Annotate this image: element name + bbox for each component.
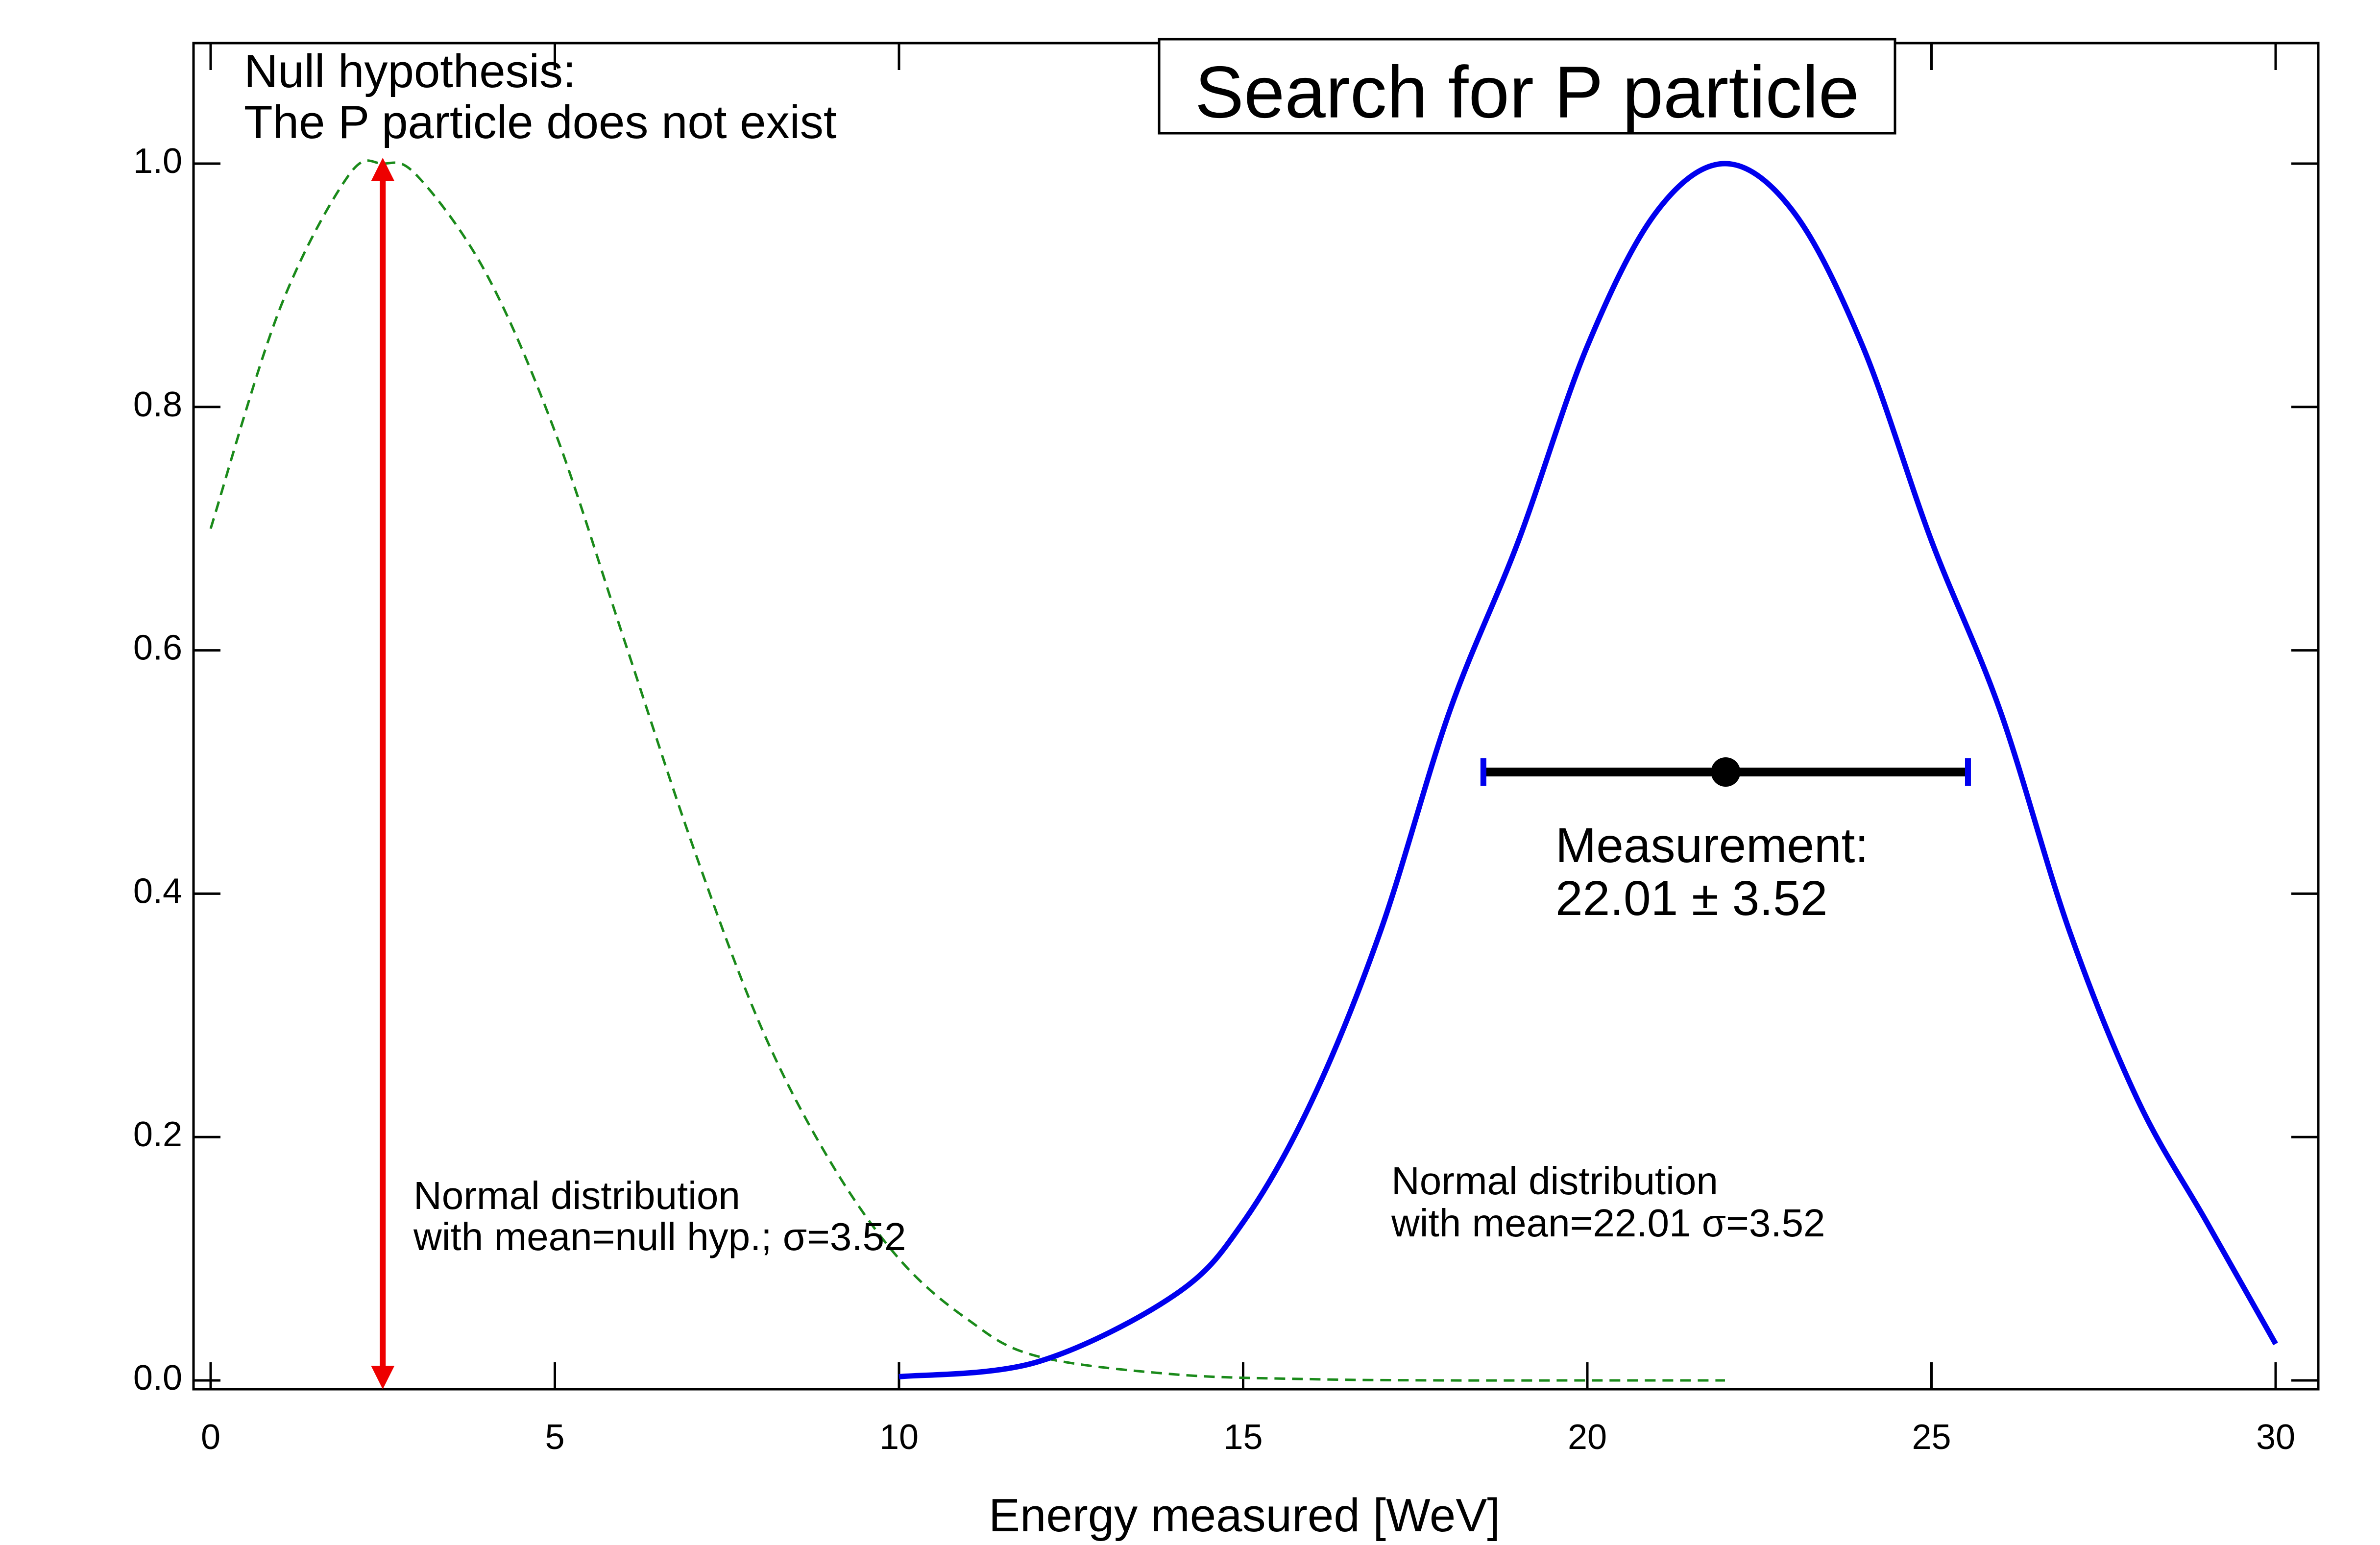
y-tick-label: 0.8 [133, 385, 182, 424]
title-box [1158, 38, 1896, 135]
measurement-distribution-curve [899, 161, 2278, 1379]
x-tick-label: 15 [1223, 1418, 1263, 1457]
x-tick-label: 0 [201, 1418, 220, 1457]
measurement-label-line1: Measurement: [1555, 818, 1869, 873]
measurement-point [1711, 757, 1741, 787]
x-tick-label: 20 [1568, 1418, 1607, 1457]
x-tick-label: 30 [2256, 1418, 2295, 1457]
measurement-label-line2: 22.01 ± 3.52 [1555, 871, 1827, 926]
null-hypothesis-label-line1: Null hypothesis: [244, 45, 576, 97]
null-distribution-curve [209, 159, 1725, 1382]
null-distribution-label-line1: Normal distribution [413, 1174, 740, 1217]
series-layer [209, 159, 2278, 1382]
y-axis-ticks: 0.0 0.2 0.4 0.6 0.8 1.0 [133, 142, 2318, 1398]
x-axis-label: Energy measured [WeV] [989, 1489, 1500, 1542]
measurement-error-bar [1480, 757, 1971, 787]
measurement-distribution-label-line2: with mean=22.01 σ=3.52 [1391, 1201, 1825, 1245]
y-tick-label: 0.6 [133, 628, 182, 668]
chart-title: Search for P particle [1195, 51, 1859, 133]
null-hypothesis-label-line2: The P particle does not exist [244, 96, 837, 148]
y-tick-label: 0.2 [133, 1115, 182, 1154]
measurement-distribution-label-line1: Normal distribution [1391, 1159, 1718, 1203]
y-tick-label: 1.0 [133, 142, 182, 181]
x-tick-label: 25 [1912, 1418, 1951, 1457]
null-distribution-label-line2: with mean=null hyp.; σ=3.52 [413, 1215, 906, 1258]
x-tick-label: 5 [545, 1418, 564, 1457]
y-tick-label: 0.0 [133, 1358, 182, 1398]
x-tick-label: 10 [879, 1418, 919, 1457]
y-tick-label: 0.4 [133, 871, 182, 911]
